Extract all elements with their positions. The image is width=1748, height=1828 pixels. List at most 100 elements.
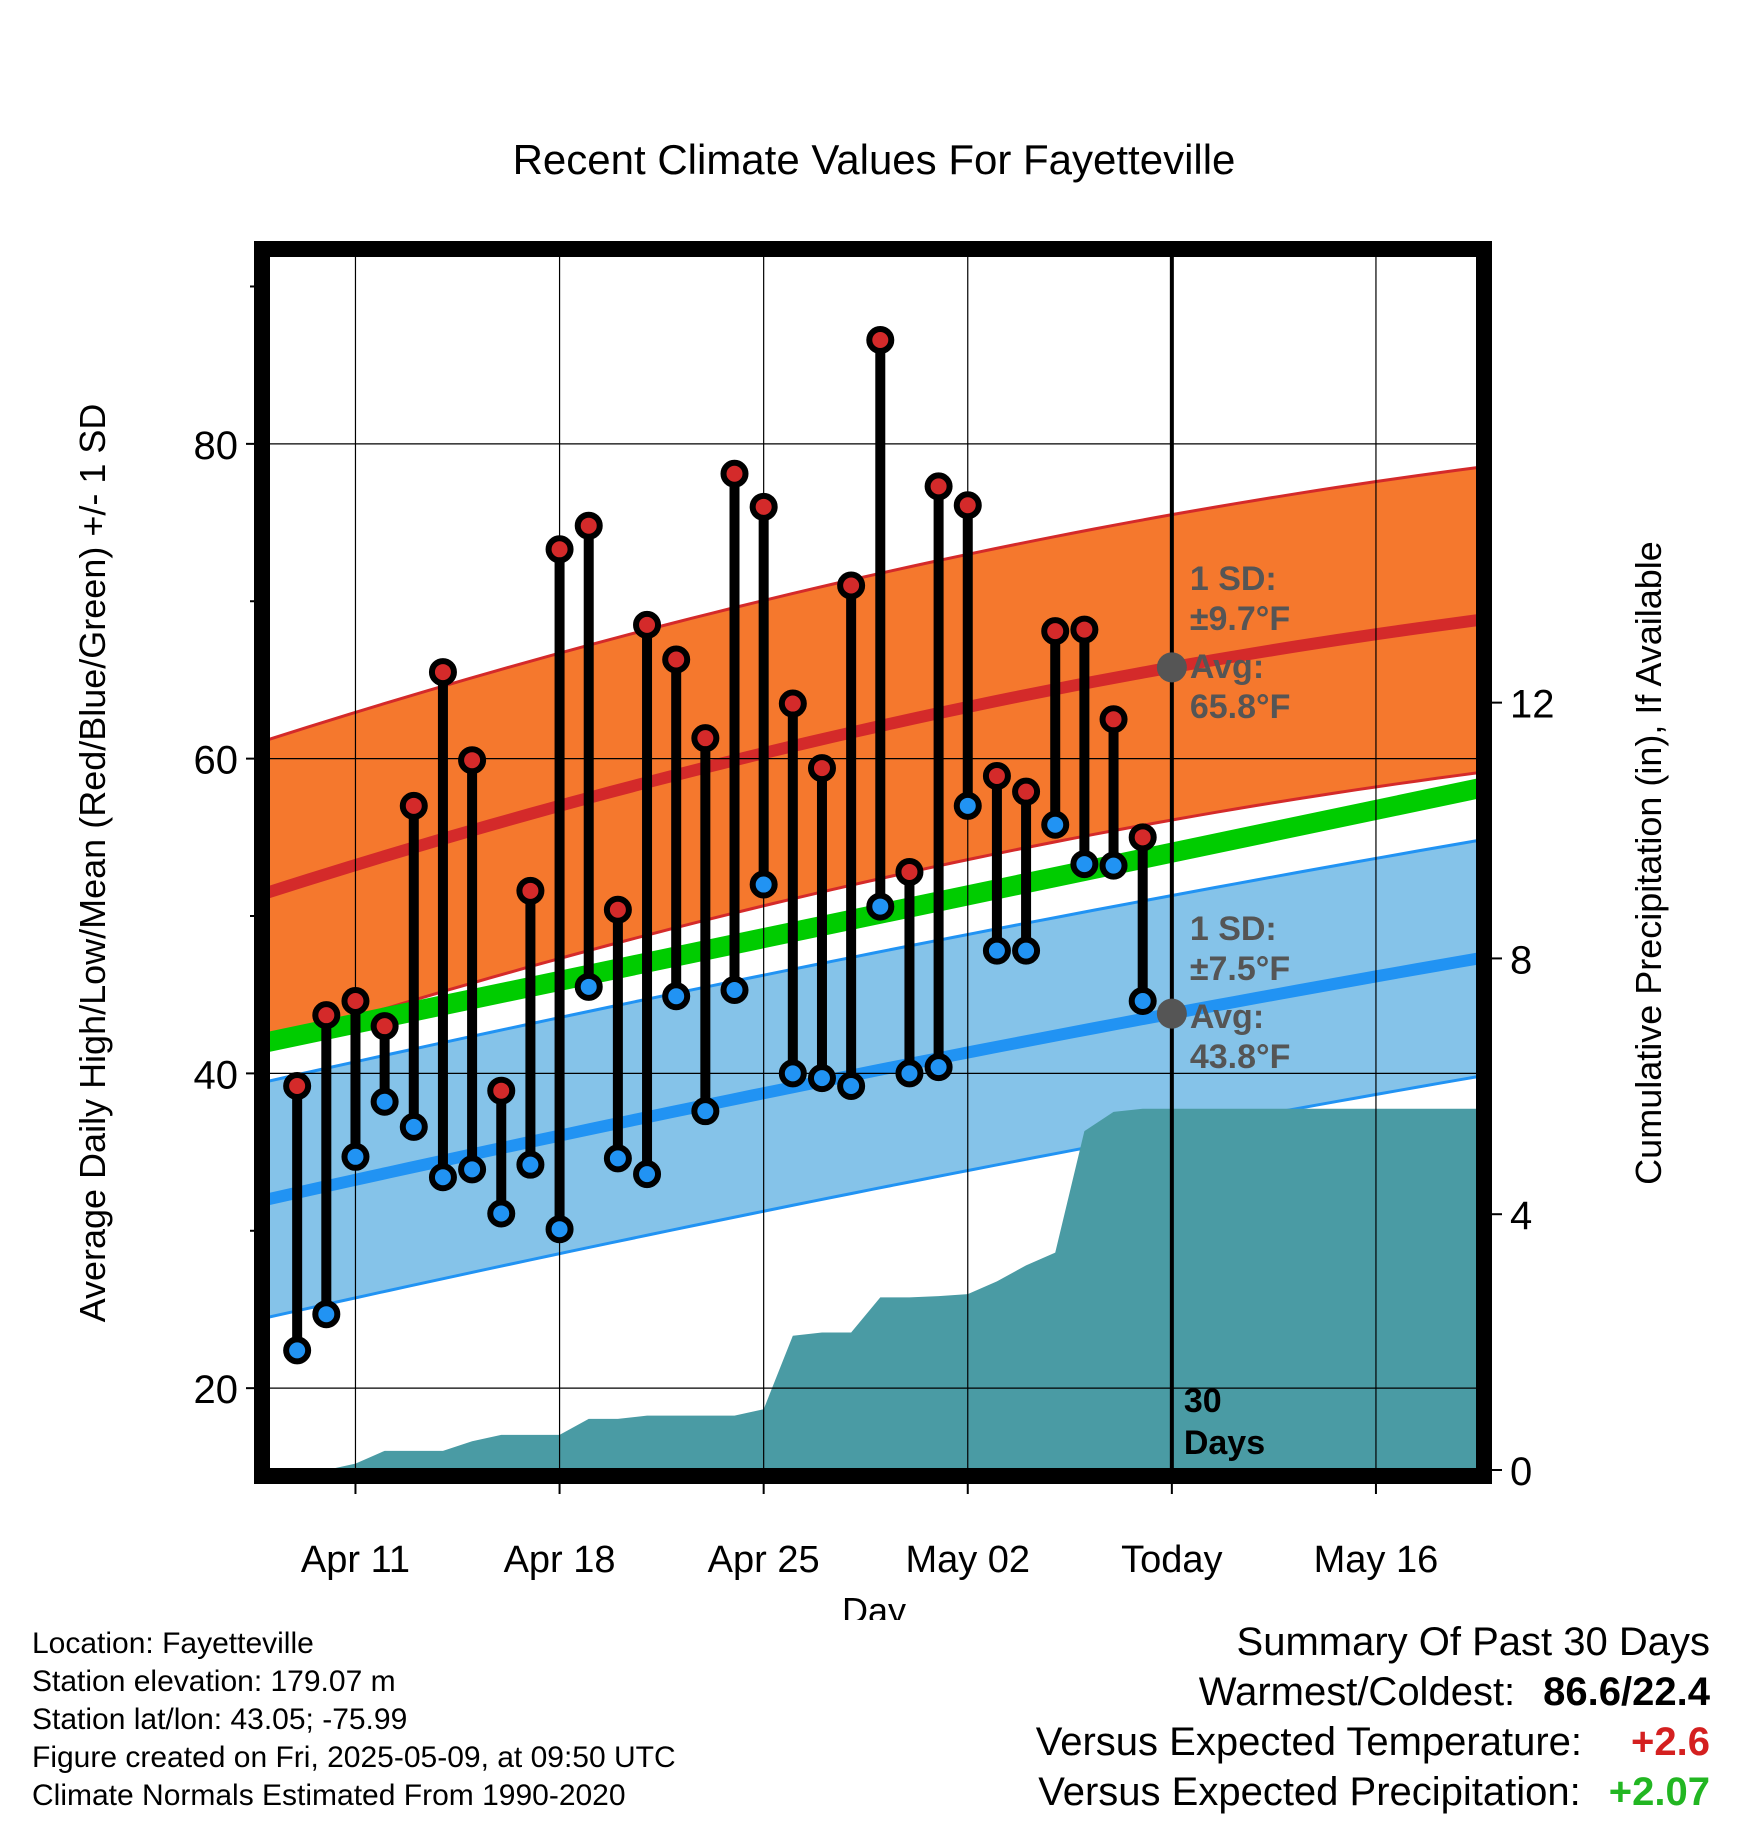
latlon-text: Station lat/lon: 43.05; -75.99	[32, 1703, 408, 1736]
normals-text: Climate Normals Estimated From 1990-2020	[32, 1779, 626, 1812]
daily-low-point	[1099, 851, 1128, 880]
daily-low-point	[312, 1300, 341, 1329]
x-tick-label: Apr 18	[504, 1539, 616, 1581]
normal-high-avg-value: 65.8°F	[1190, 688, 1291, 726]
summary-warm-cold: Warmest/Coldest: 86.6/22.4	[1036, 1667, 1710, 1717]
normal-high-avg-title: Avg:	[1190, 648, 1264, 686]
temp-value: +2.6	[1631, 1720, 1710, 1764]
y-tick-label: 80	[194, 424, 239, 468]
daily-high-point	[1041, 617, 1070, 646]
daily-high-point	[458, 746, 487, 775]
daily-low-point	[399, 1112, 428, 1141]
daily-high-point	[720, 459, 749, 488]
daily-low-point	[837, 1071, 866, 1100]
daily-high-point	[953, 491, 982, 520]
daily-high-point	[895, 857, 924, 886]
y-tick-label: 40	[194, 1053, 239, 1097]
summary-panel: Summary Of Past 30 Days Warmest/Coldest:…	[1036, 1617, 1710, 1817]
precip-tick-label: 12	[1510, 683, 1555, 727]
daily-high-point	[341, 986, 370, 1015]
x-axis-label: Day	[842, 1590, 906, 1620]
today-window-label: 30 Days	[1184, 1382, 1265, 1462]
created-text: Figure created on Fri, 2025-05-09, at 09…	[32, 1741, 676, 1774]
daily-low-point	[633, 1160, 662, 1189]
daily-high-point	[633, 610, 662, 639]
daily-high-point	[749, 492, 778, 521]
x-tick-label: May 16	[1314, 1539, 1439, 1581]
precip-tick-label: 8	[1510, 938, 1532, 982]
warm-cold-label: Warmest/Coldest:	[1198, 1670, 1516, 1714]
normal-low-avg-title: Avg:	[1190, 998, 1264, 1036]
daily-low-point	[895, 1059, 924, 1088]
daily-low-point	[924, 1053, 953, 1082]
daily-low-point	[487, 1199, 516, 1228]
daily-low-point	[1012, 936, 1041, 965]
daily-low-point	[283, 1336, 312, 1365]
daily-low-point	[1128, 986, 1157, 1015]
normal-low-sd-title: 1 SD:	[1190, 910, 1277, 948]
daily-high-point	[1099, 705, 1128, 734]
normal-high-sd-band	[268, 467, 1478, 1046]
chart-title: Recent Climate Values For Fayetteville	[513, 136, 1236, 183]
today-window-line: Days	[1184, 1424, 1265, 1462]
daily-high-point	[574, 511, 603, 540]
normal-high-today-marker	[1156, 652, 1187, 683]
y-tick-label: 60	[194, 739, 239, 783]
y-tick-label: 20	[194, 1368, 239, 1412]
climate-chart: Recent Climate Values For Fayetteville 1…	[72, 136, 1669, 1620]
daily-high-point	[1128, 823, 1157, 852]
normal-low-today-marker	[1156, 998, 1187, 1029]
daily-low-point	[749, 870, 778, 899]
x-tick-label: May 02	[905, 1539, 1030, 1581]
daily-low-point	[1070, 850, 1099, 879]
daily-low-point	[807, 1064, 836, 1093]
x-tick-label: Apr 11	[301, 1539, 410, 1581]
normal-low-avg-value: 43.8°F	[1190, 1038, 1291, 1076]
daily-low-point	[662, 982, 691, 1011]
daily-low-point	[545, 1215, 574, 1244]
elevation-text: Station elevation: 179.07 m	[32, 1665, 396, 1698]
daily-high-point	[370, 1012, 399, 1041]
precip-value: +2.07	[1608, 1770, 1710, 1814]
daily-high-point	[866, 325, 895, 354]
daily-low-point	[720, 975, 749, 1004]
plot-frame	[254, 241, 1492, 1484]
daily-low-point	[458, 1155, 487, 1184]
daily-high-point	[516, 876, 545, 905]
normal-high-sd-title: 1 SD:	[1190, 560, 1277, 598]
location-text: Location: Fayetteville	[32, 1627, 314, 1660]
axes: 20 40 60 80 0 4 8 12 Apr 11 Apr 18 Apr 25 May 02 Tod…	[194, 241, 1555, 1581]
daily-low-point	[603, 1144, 632, 1173]
daily-high-point	[1070, 615, 1099, 644]
daily-high-point	[807, 754, 836, 783]
daily-high-point	[924, 472, 953, 501]
daily-high-point	[312, 1001, 341, 1030]
x-tick-label: Today	[1121, 1539, 1222, 1581]
daily-low-point	[370, 1087, 399, 1116]
daily-high-point	[283, 1071, 312, 1100]
summary-temp: Versus Expected Temperature: +2.6	[1036, 1717, 1710, 1767]
daily-high-point	[428, 658, 457, 687]
daily-high-point	[399, 791, 428, 820]
daily-low-point	[778, 1059, 807, 1088]
summary-precip: Versus Expected Precipitation: +2.07	[1036, 1767, 1710, 1817]
daily-low-point	[866, 892, 895, 921]
daily-high-point	[691, 724, 720, 753]
normal-low-sd-value: ±7.5°F	[1190, 950, 1290, 988]
station-info: Location: Fayetteville Station elevation…	[32, 1625, 676, 1815]
daily-low-point	[574, 972, 603, 1001]
daily-high-point	[662, 645, 691, 674]
precip-tick-label: 0	[1510, 1450, 1532, 1494]
daily-high-point	[1012, 777, 1041, 806]
y-axis-label-right: Cumulative Precipitation (in), If Availa…	[1628, 541, 1669, 1185]
daily-low-point	[982, 936, 1011, 965]
normal-high-sd-value: ±9.7°F	[1190, 600, 1290, 638]
daily-low-point	[341, 1142, 370, 1171]
daily-high-point	[982, 761, 1011, 790]
daily-high-point	[837, 571, 866, 600]
daily-high-point	[487, 1076, 516, 1105]
temp-label: Versus Expected Temperature:	[1035, 1720, 1582, 1764]
today-window-line: 30	[1184, 1382, 1222, 1420]
summary-title: Summary Of Past 30 Days	[1236, 1620, 1710, 1664]
